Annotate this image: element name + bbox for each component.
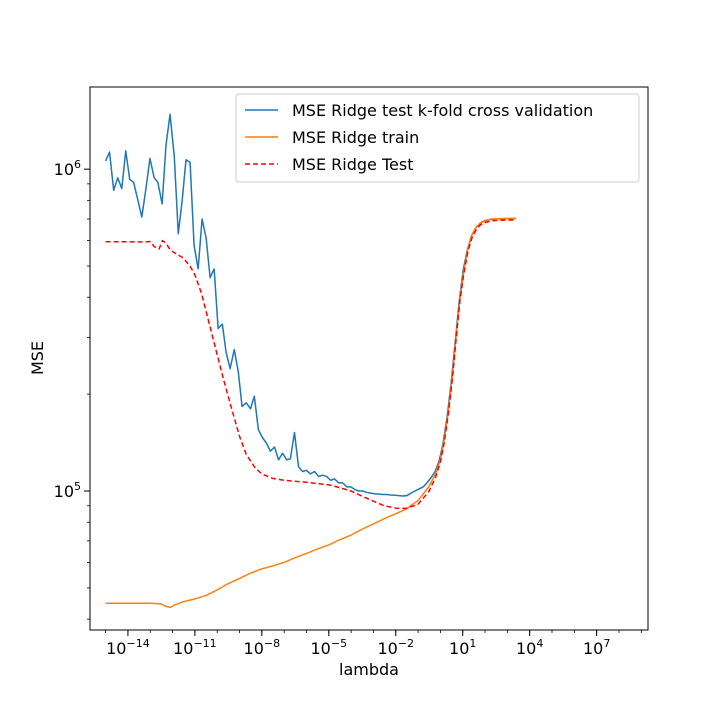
axis-ticks: 10−14 10−11 10−8 10−5 10−2 101 104 107 105 106 [54, 158, 642, 658]
y-tick-label: 106 [54, 158, 81, 179]
legend-label-kfold: MSE Ridge test k-fold cross validation [292, 101, 593, 120]
series-line-2 [105, 219, 517, 510]
x-tick-label: 101 [449, 637, 476, 658]
x-axis-label: lambda [339, 660, 399, 679]
x-tick-label: 10−14 [106, 637, 150, 658]
legend-label-test: MSE Ridge Test [292, 155, 413, 174]
x-tick-label: 10−11 [173, 637, 217, 658]
x-tick-label: 107 [583, 637, 610, 658]
x-tick-label: 104 [516, 637, 543, 658]
legend-box [235, 93, 640, 183]
legend-label-train: MSE Ridge train [292, 128, 419, 147]
y-tick-label: 105 [54, 480, 81, 501]
x-tick-label: 10−2 [377, 637, 414, 658]
x-tick-label: 10−8 [244, 637, 281, 658]
y-axis-label: MSE [28, 341, 47, 375]
x-tick-label: 10−5 [311, 637, 348, 658]
legend: MSE Ridge test k-fold cross validation M… [235, 93, 640, 183]
plot-frame [89, 86, 649, 631]
series-lines [104, 113, 517, 609]
series-line-1 [105, 217, 517, 609]
